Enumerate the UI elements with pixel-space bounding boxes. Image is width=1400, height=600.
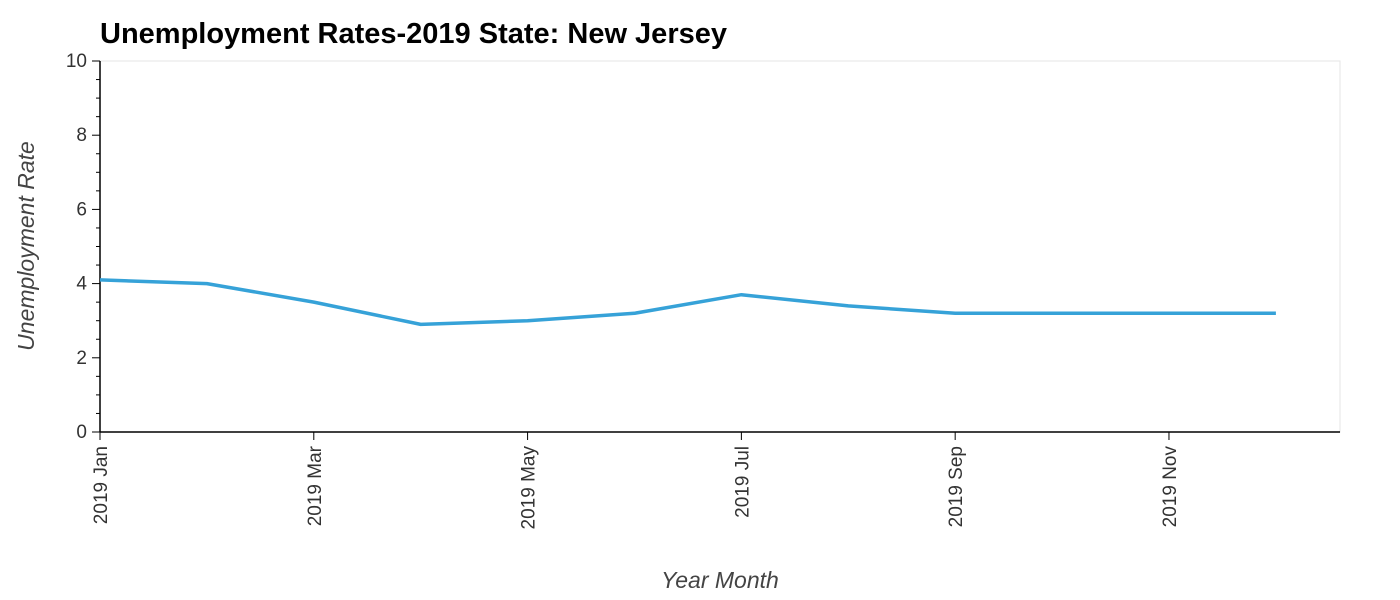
x-tick-label: 2019 Jan xyxy=(91,446,112,524)
x-tick-label: 2019 May xyxy=(519,446,540,530)
series-layer xyxy=(100,278,1276,327)
x-axis: 2019 Jan 2019 Mar 2019 May 2019 Jul 2019 Sep… xyxy=(91,431,1340,530)
y-tick-label: 0 xyxy=(76,422,87,443)
y-tick-label: 8 xyxy=(76,125,87,146)
y-axis: 0 2 4 6 8 10 xyxy=(66,51,101,443)
chart-title: Unemployment Rates-2019 State: New Jerse… xyxy=(100,18,727,50)
x-axis-label: Year Month xyxy=(661,567,779,593)
y-tick-label: 2 xyxy=(76,348,87,369)
series-line-0 xyxy=(100,278,1276,327)
y-tick-label: 10 xyxy=(66,51,87,72)
plot-frame xyxy=(99,60,1341,433)
x-tick-label: 2019 Sep xyxy=(946,446,967,527)
x-tick-label: 2019 Jul xyxy=(732,446,753,518)
x-tick-label: 2019 Nov xyxy=(1160,446,1181,528)
y-tick-label: 4 xyxy=(76,274,87,295)
y-tick-label: 6 xyxy=(76,199,87,220)
x-tick-label: 2019 Mar xyxy=(305,445,326,526)
y-axis-label: Unemployment Rate xyxy=(13,141,39,351)
